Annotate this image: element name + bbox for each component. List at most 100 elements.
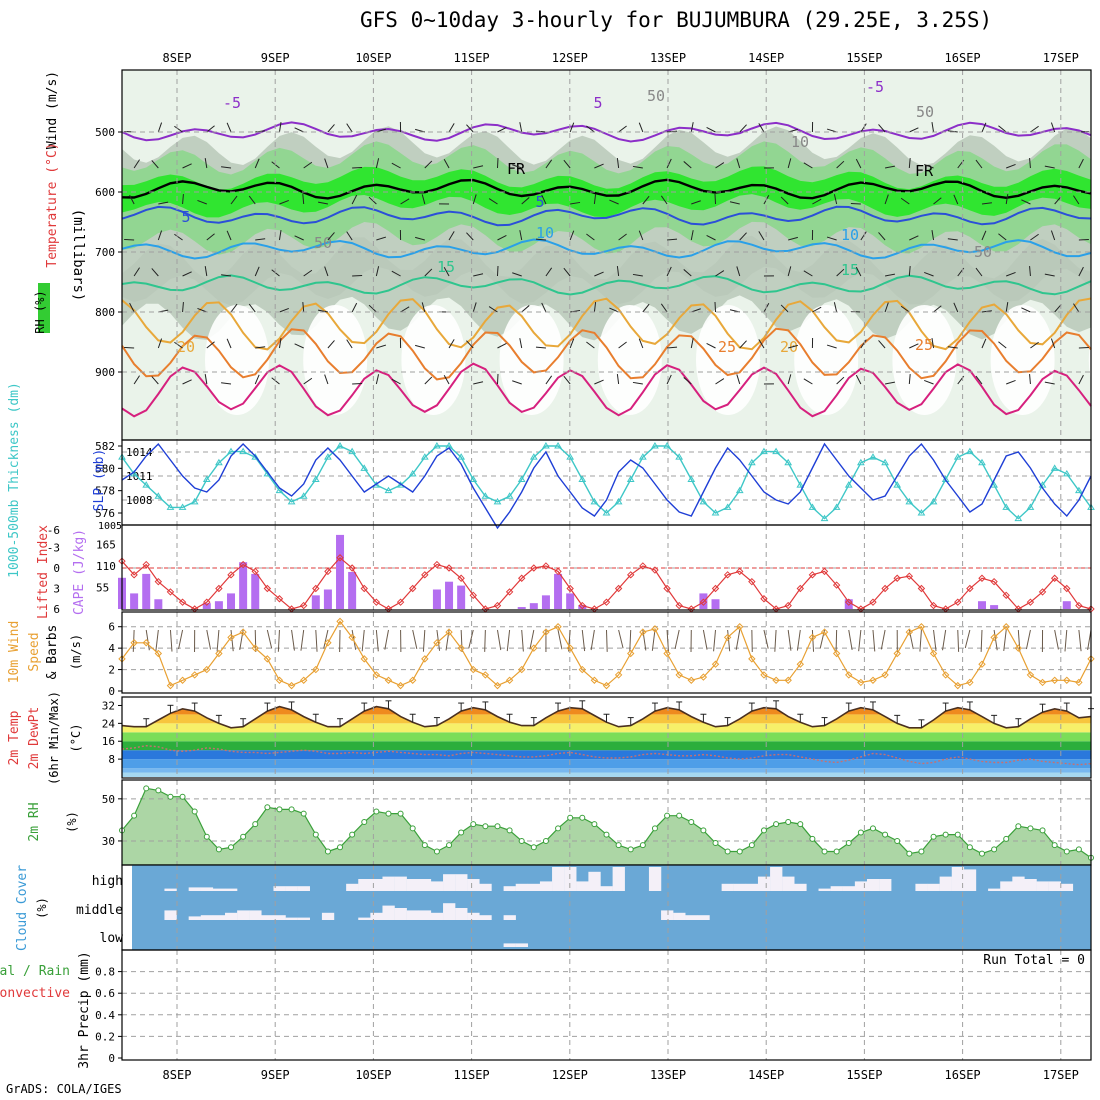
cloud-bar	[770, 867, 783, 891]
rh2m-point	[421, 842, 428, 849]
wind-barb	[206, 125, 215, 133]
cape-bar	[227, 593, 236, 609]
cloud-bar	[915, 883, 928, 891]
wind-speed-point	[954, 681, 962, 690]
cloud-bar	[273, 886, 286, 891]
surface-barb	[1025, 629, 1031, 650]
bottom-date-label: 12SEP	[552, 1068, 588, 1082]
wind-barb	[947, 346, 958, 349]
thickness-point	[651, 442, 659, 449]
wind-speed-point	[1063, 676, 1071, 684]
wind-barb	[884, 381, 895, 385]
wind-barb	[736, 266, 741, 277]
rh2m-point	[603, 831, 610, 838]
cape-bar	[566, 593, 575, 609]
cloud-bar	[1036, 881, 1049, 891]
wind-barb	[375, 266, 380, 277]
cloud-level-middle: middle	[76, 903, 123, 918]
contour-label: 15	[841, 261, 859, 279]
rh2m-point	[458, 829, 465, 836]
wind-barb	[473, 165, 484, 169]
run-total: Run Total = 0	[983, 953, 1085, 968]
lifted-tick: -3	[47, 542, 60, 555]
thickness-point	[856, 458, 865, 466]
wind-barb	[981, 310, 992, 313]
wind-barb	[488, 198, 498, 205]
wind-speed-point	[748, 655, 756, 663]
wind-barb	[1021, 199, 1031, 205]
surface-barb	[132, 629, 135, 652]
pressure-tick: 800	[95, 306, 115, 319]
wind-barb	[947, 130, 958, 133]
wind-barb	[884, 302, 889, 313]
cape-tick: 110	[96, 560, 116, 573]
cloud-bar	[467, 912, 480, 920]
wind-barb	[642, 195, 650, 205]
surface-barb	[674, 629, 680, 649]
wind-speed-point	[299, 676, 308, 684]
lifted-point	[566, 584, 574, 593]
rh2m-point	[712, 840, 719, 847]
wind-speed-point	[590, 676, 599, 684]
label-cape: CAPE (J/kg)	[72, 529, 87, 615]
wind-barb	[860, 339, 867, 349]
cloud-bar	[600, 886, 613, 891]
wind-barb	[535, 346, 546, 349]
cloud-bar	[188, 916, 201, 920]
lifted-point	[639, 562, 647, 570]
rh2m-point	[688, 819, 695, 825]
wind-speed-point	[929, 649, 938, 658]
thickness-point	[820, 514, 829, 522]
lifted-point	[760, 595, 768, 603]
wind-barb	[376, 236, 387, 241]
lifted-point	[518, 574, 526, 582]
wind-barb	[391, 270, 401, 277]
chart-title: GFS 0~10day 3-hourly for BUJUMBURA (29.2…	[360, 8, 993, 32]
surface-barb	[155, 629, 159, 651]
cape-bar	[977, 601, 986, 609]
wind-barb	[318, 309, 329, 313]
pressure-tick: 600	[95, 186, 115, 199]
slp-tick: 1011	[126, 470, 153, 483]
wind-barb	[660, 303, 668, 313]
rh2m-tick: 30	[102, 835, 115, 848]
wind-barb	[415, 344, 425, 349]
wind-barb	[278, 122, 282, 133]
surface-barb	[590, 629, 595, 651]
wind-barb	[632, 165, 643, 169]
wind-barb	[909, 235, 919, 241]
wind-barb	[421, 302, 426, 313]
wind-barb	[729, 201, 740, 205]
dry-pocket	[892, 305, 957, 415]
wind-barb	[981, 202, 992, 205]
wind-barb	[151, 268, 159, 277]
wind-barb	[563, 375, 571, 385]
rh2m-point	[264, 804, 271, 811]
wind-barb	[933, 305, 942, 313]
cloud-bar	[757, 876, 771, 891]
thickness-point	[978, 458, 986, 466]
surface-barb	[763, 629, 769, 649]
wind-barb	[248, 303, 256, 313]
wind-barb	[683, 269, 692, 277]
wind-barb	[1054, 196, 1062, 205]
label-rh-units: (%)	[65, 811, 79, 833]
cloud-bar	[225, 912, 238, 920]
cape-bar	[699, 593, 708, 609]
rh2m-point	[530, 844, 537, 851]
surface-barb	[557, 629, 563, 650]
wind-barb	[569, 338, 575, 349]
wind-barb	[254, 374, 260, 385]
surface-barb	[445, 629, 450, 651]
wind-barb	[278, 230, 282, 241]
thickness-point	[275, 486, 284, 494]
wind-speed-point	[542, 628, 550, 636]
rh2m-fill	[122, 788, 1091, 865]
thickness-point	[965, 447, 974, 455]
wind-speed-point	[723, 633, 732, 642]
thickness-point	[215, 458, 223, 466]
rh2m-point	[373, 808, 380, 815]
wind-barb	[255, 130, 266, 133]
lifted-point	[1038, 588, 1047, 596]
wind-barb	[279, 199, 289, 205]
